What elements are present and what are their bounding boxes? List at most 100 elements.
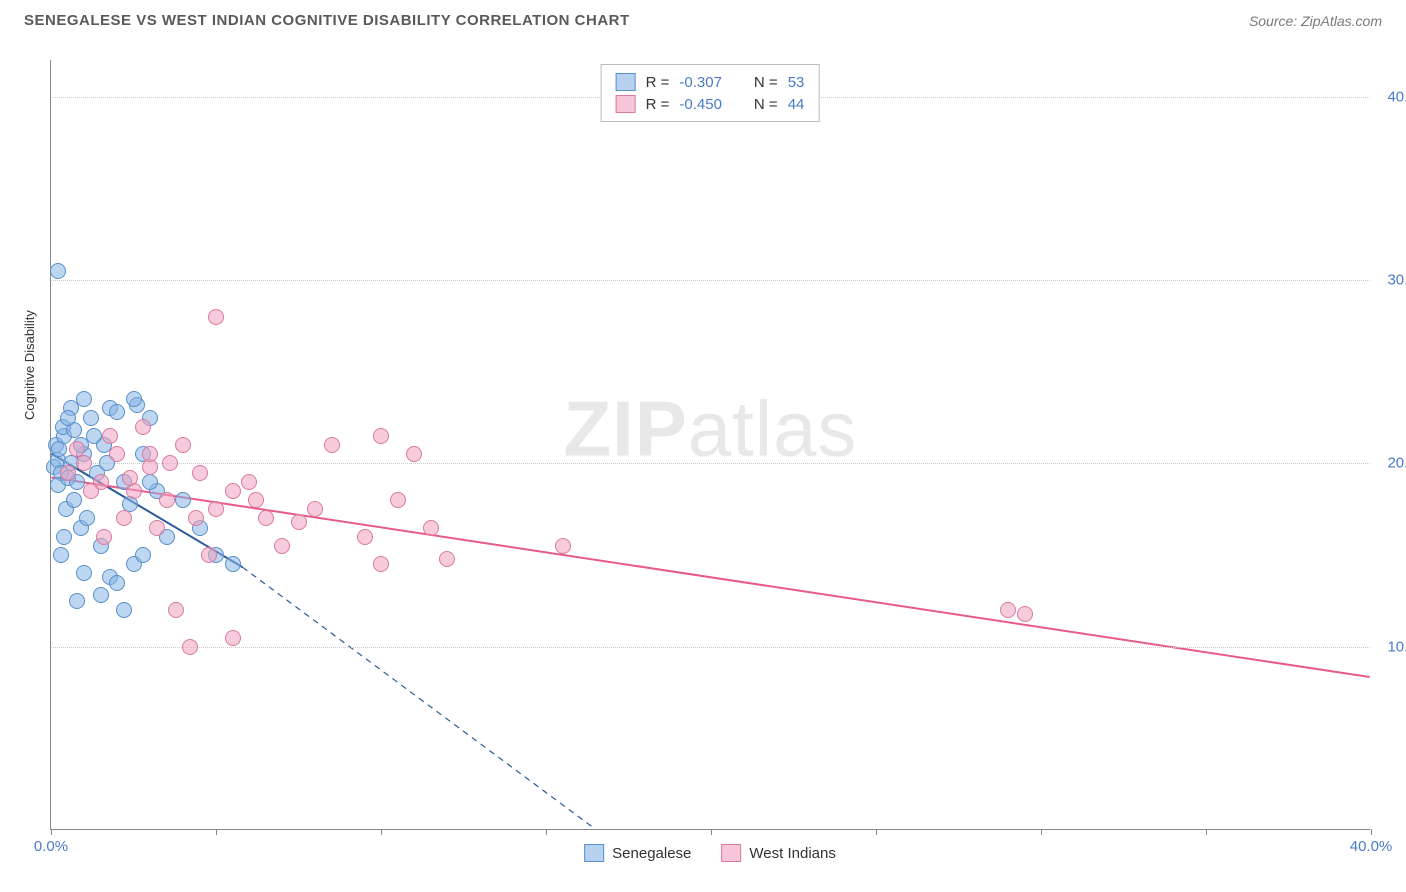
data-point bbox=[76, 565, 92, 581]
legend-label: Senegalese bbox=[612, 845, 691, 862]
y-tick-label: 10.0% bbox=[1387, 638, 1406, 655]
data-point bbox=[357, 529, 373, 545]
data-point bbox=[241, 474, 257, 490]
r-label: R = bbox=[646, 74, 670, 91]
y-axis-label: Cognitive Disability bbox=[22, 310, 37, 420]
legend-item: Senegalese bbox=[584, 844, 691, 862]
data-point bbox=[390, 492, 406, 508]
data-point bbox=[50, 263, 66, 279]
data-point bbox=[307, 501, 323, 517]
data-point bbox=[135, 419, 151, 435]
data-point bbox=[76, 455, 92, 471]
data-point bbox=[168, 602, 184, 618]
data-point bbox=[86, 428, 102, 444]
gridline bbox=[51, 647, 1370, 648]
data-point bbox=[162, 455, 178, 471]
data-point bbox=[142, 474, 158, 490]
n-label: N = bbox=[754, 74, 778, 91]
data-point bbox=[93, 587, 109, 603]
gridline bbox=[51, 280, 1370, 281]
legend-swatch bbox=[616, 95, 636, 113]
data-point bbox=[79, 510, 95, 526]
data-point bbox=[116, 602, 132, 618]
x-tick bbox=[51, 829, 52, 835]
data-point bbox=[76, 391, 92, 407]
legend-label: West Indians bbox=[749, 845, 835, 862]
data-point bbox=[274, 538, 290, 554]
data-point bbox=[373, 428, 389, 444]
x-tick bbox=[216, 829, 217, 835]
data-point bbox=[60, 465, 76, 481]
data-point bbox=[188, 510, 204, 526]
data-point bbox=[122, 470, 138, 486]
trend-lines-layer bbox=[51, 60, 1370, 829]
series-legend: Senegalese West Indians bbox=[584, 844, 836, 862]
data-point bbox=[69, 593, 85, 609]
data-point bbox=[406, 446, 422, 462]
data-point bbox=[201, 547, 217, 563]
data-point bbox=[60, 410, 76, 426]
x-tick-label: 0.0% bbox=[34, 838, 68, 855]
data-point bbox=[96, 529, 112, 545]
data-point bbox=[1017, 606, 1033, 622]
data-point bbox=[83, 483, 99, 499]
data-point bbox=[109, 404, 125, 420]
data-point bbox=[109, 575, 125, 591]
data-point bbox=[423, 520, 439, 536]
data-point bbox=[102, 428, 118, 444]
legend-swatch bbox=[616, 73, 636, 91]
r-label: R = bbox=[646, 96, 670, 113]
x-tick bbox=[1371, 829, 1372, 835]
data-point bbox=[225, 556, 241, 572]
data-point bbox=[126, 391, 142, 407]
data-point bbox=[192, 465, 208, 481]
data-point bbox=[248, 492, 264, 508]
stats-row: R = -0.450 N = 44 bbox=[616, 93, 805, 115]
r-value: -0.450 bbox=[679, 96, 722, 113]
x-tick bbox=[711, 829, 712, 835]
y-tick-label: 20.0% bbox=[1387, 455, 1406, 472]
data-point bbox=[53, 547, 69, 563]
x-tick bbox=[546, 829, 547, 835]
chart-title: SENEGALESE VS WEST INDIAN COGNITIVE DISA… bbox=[24, 12, 630, 29]
n-label: N = bbox=[754, 96, 778, 113]
stats-row: R =-0.307N =53 bbox=[616, 71, 805, 93]
data-point bbox=[182, 639, 198, 655]
data-point bbox=[324, 437, 340, 453]
watermark: ZIPatlas bbox=[563, 384, 857, 475]
x-tick-label: 40.0% bbox=[1350, 838, 1393, 855]
data-point bbox=[291, 514, 307, 530]
n-value: 53 bbox=[788, 74, 805, 91]
correlation-stats-box: R =-0.307N =53R =-0.450N =44 bbox=[601, 64, 820, 122]
data-point bbox=[175, 437, 191, 453]
data-point bbox=[225, 483, 241, 499]
y-tick-label: 30.0% bbox=[1387, 272, 1406, 289]
data-point bbox=[69, 441, 85, 457]
data-point bbox=[116, 510, 132, 526]
data-point bbox=[208, 309, 224, 325]
data-point bbox=[175, 492, 191, 508]
x-tick bbox=[1041, 829, 1042, 835]
data-point bbox=[142, 446, 158, 462]
source-attribution: Source: ZipAtlas.com bbox=[1249, 13, 1382, 29]
data-point bbox=[225, 630, 241, 646]
data-point bbox=[135, 547, 151, 563]
data-point bbox=[208, 501, 224, 517]
x-tick bbox=[381, 829, 382, 835]
n-value: 44 bbox=[788, 96, 805, 113]
chart-header: SENEGALESE VS WEST INDIAN COGNITIVE DISA… bbox=[0, 0, 1406, 37]
data-point bbox=[83, 410, 99, 426]
chart-plot-area: ZIPatlas 10.0%20.0%30.0%40.0%0.0%40.0% R… bbox=[50, 60, 1370, 830]
data-point bbox=[1000, 602, 1016, 618]
data-point bbox=[439, 551, 455, 567]
data-point bbox=[149, 520, 165, 536]
data-point bbox=[109, 446, 125, 462]
data-point bbox=[159, 492, 175, 508]
legend-item: West Indians bbox=[721, 844, 835, 862]
gridline bbox=[51, 463, 1370, 464]
x-tick bbox=[1206, 829, 1207, 835]
y-tick-label: 40.0% bbox=[1387, 88, 1406, 105]
legend-swatch bbox=[721, 844, 741, 862]
x-tick bbox=[876, 829, 877, 835]
data-point bbox=[66, 492, 82, 508]
